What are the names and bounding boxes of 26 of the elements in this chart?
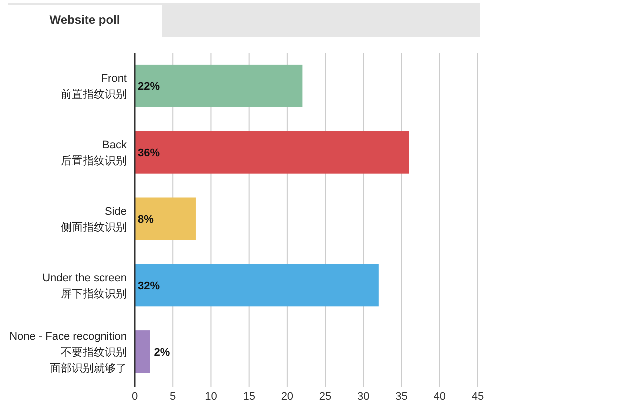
data-label: 22% [138,81,160,94]
bar [135,64,303,108]
x-tick-label: 15 [243,391,256,403]
data-label: 8% [138,214,154,226]
bar [135,131,410,174]
x-tick-label: 10 [205,391,218,403]
x-tick-label: 5 [170,391,176,403]
x-tick-label: 20 [281,391,294,403]
x-tick-label: 35 [396,391,408,403]
data-label: 2% [154,346,170,359]
data-label: 36% [138,148,160,160]
bar [135,198,196,240]
data-label: 32% [138,280,160,292]
y-tick-label: Front 前置指纹识别 [61,73,127,102]
bar [135,330,150,374]
x-tick-label: 25 [319,391,332,403]
chart-title: Website poll [50,13,120,27]
y-tick-label: Under the screen 屏下指纹识别 [42,272,127,300]
y-tick-label: Side 侧面指纹识别 [61,206,127,234]
bar [135,264,379,307]
x-tick-label: 45 [472,391,484,403]
y-tick-label: Back 后置指纹识别 [61,140,128,168]
x-tick-label: 30 [358,391,370,403]
x-tick-label: 0 [132,391,138,403]
x-tick-label: 40 [434,391,446,403]
y-tick-label: None - Face recognition 不要指纹识别面部识别就够了 [10,330,127,375]
